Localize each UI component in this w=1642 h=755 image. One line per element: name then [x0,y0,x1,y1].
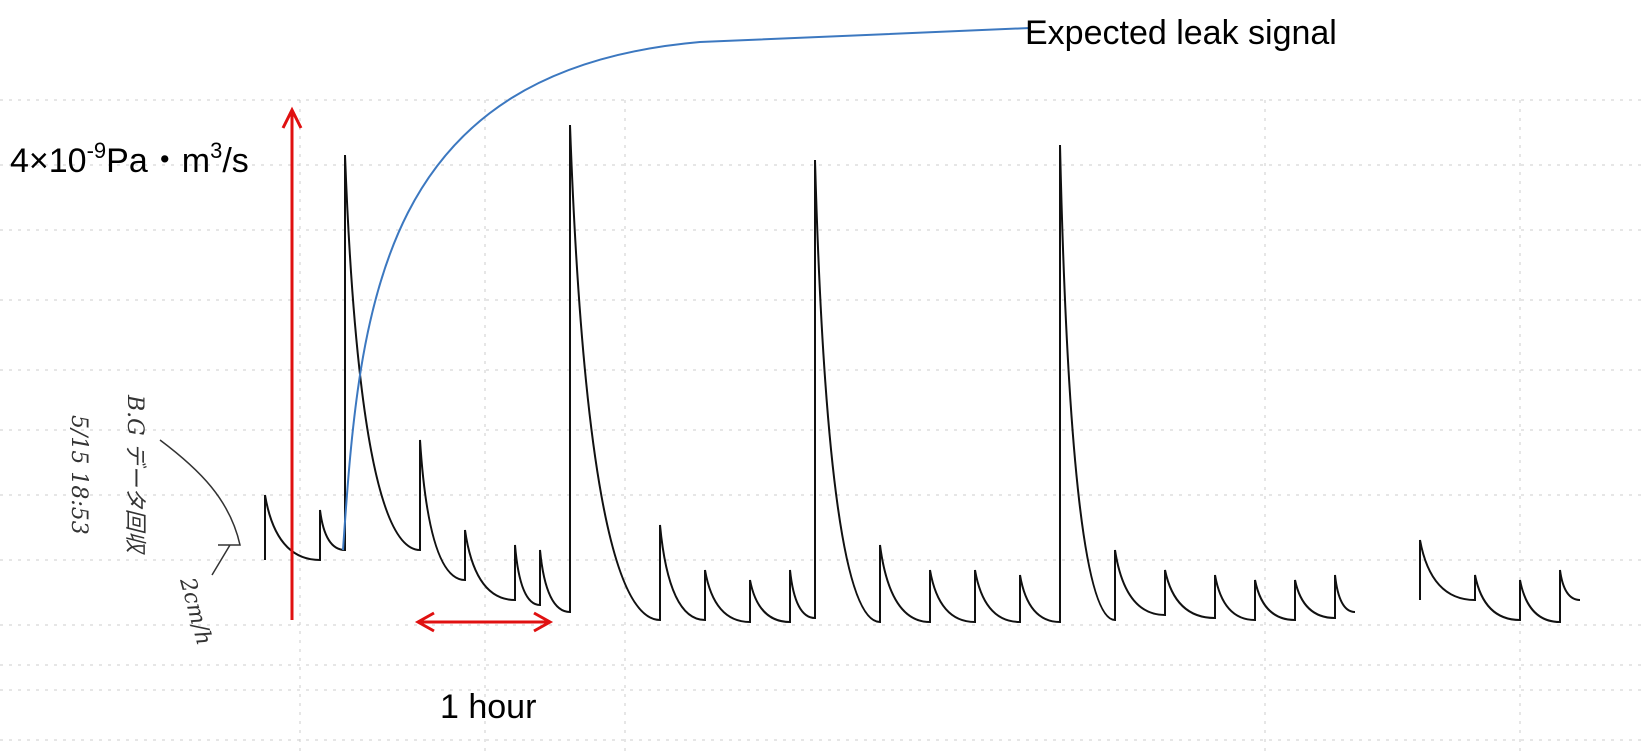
scale-label: 4×10-9Pa・m3/s [10,138,249,180]
scale-arrow [281,106,303,620]
scale-per: /s [222,142,248,180]
scale-unit-exp: 3 [210,138,222,163]
time-arrow [414,611,554,633]
leak-trace [264,124,1581,624]
hand-note: B.G データ回収 [122,394,147,556]
hand-date: 5/15 18:53 [66,415,91,535]
paper-grid [0,99,1642,755]
scale-exp: -9 [87,138,107,163]
note-pointer [159,439,241,576]
scale-base: 4×10 [10,142,87,180]
expected-label: Expected leak signal [1025,14,1337,52]
scale-unit: Pa・m [106,142,210,180]
expected-curve [342,27,1031,551]
hand-speed: 2cm/h [174,574,216,648]
time-label: 1 hour [440,688,536,726]
